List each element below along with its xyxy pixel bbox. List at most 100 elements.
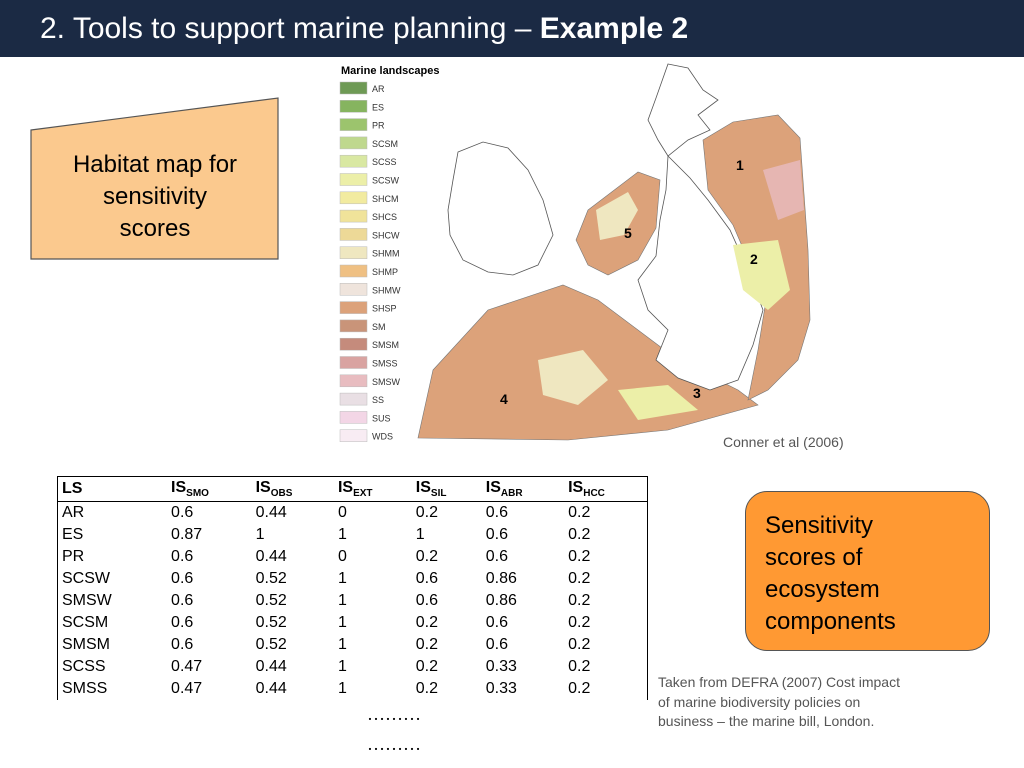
- legend-label: SM: [372, 322, 386, 332]
- table-cell: SCSW: [57, 568, 168, 590]
- legend-label: SMSW: [372, 377, 401, 387]
- table-cell: 1: [337, 614, 347, 631]
- header-is-abr: ISABR: [481, 476, 565, 502]
- table-cell: 0.52: [255, 636, 287, 653]
- legend-label: PR: [372, 121, 385, 131]
- legend-swatch: [339, 429, 368, 442]
- irish-sea-mixed-sediment: [596, 192, 638, 240]
- legend-label: SMSM: [372, 340, 399, 350]
- legend-swatch: [339, 100, 368, 113]
- table-cell: 0.2: [415, 614, 439, 631]
- legend-swatch: [339, 228, 368, 241]
- marine-landscape-map: Marine landscapes AR ES PR SCSM SCSS SCSW SHCM…: [338, 60, 840, 448]
- table-cell: 0.2: [564, 524, 649, 546]
- legend-swatch: [339, 264, 368, 278]
- legend-label: SHMP: [372, 267, 398, 277]
- north-sea-sand: [733, 240, 790, 310]
- legend-label: ES: [372, 102, 384, 112]
- legend-swatch: [339, 136, 368, 150]
- table-cell: ES: [57, 524, 168, 546]
- header-is-smo: ISSMO: [167, 476, 252, 502]
- legend-swatch: [339, 246, 368, 259]
- table-cell: 0.2: [564, 590, 649, 612]
- table-row: ES 0.87 1 1 1 0.6 0.2: [57, 524, 649, 546]
- table-cell: 0: [337, 548, 347, 565]
- table-cell: 0.6: [415, 592, 439, 609]
- table-cell: 1: [337, 636, 347, 653]
- ireland-outline: [447, 141, 554, 276]
- slide-title-bold: Example 2: [539, 12, 689, 45]
- table-cell: 1: [337, 592, 347, 609]
- table-cell: 0: [337, 504, 347, 521]
- table-cell: 1: [415, 526, 425, 543]
- table-cell: 0.52: [255, 614, 287, 631]
- great-britain-outline: [637, 155, 764, 391]
- table-header-row: LS ISSMO ISOBS ISEXT ISSIL ISABR ISHCC: [57, 476, 649, 502]
- table-cell: 0.6: [171, 504, 194, 521]
- table-cell: 0.6: [485, 614, 509, 631]
- table-cell: 0.44: [255, 548, 287, 565]
- slide-title: 2. Tools to support marine planning – Ex…: [0, 0, 1024, 57]
- header-is-obs: ISOBS: [251, 476, 334, 502]
- table-cell: 0.6: [485, 504, 509, 521]
- table-cell: 0.33: [485, 680, 517, 697]
- header-main: IS: [171, 478, 187, 496]
- legend-swatch: [339, 301, 368, 314]
- table-row: SMSM 0.6 0.52 1 0.2 0.6 0.2: [57, 634, 649, 656]
- legend-label: SHCW: [372, 230, 400, 240]
- legend-swatch: [339, 154, 368, 168]
- table-cell: 0.6: [171, 570, 194, 587]
- legend-swatch: [339, 374, 368, 388]
- table-cell: AR: [57, 501, 168, 524]
- table-cell: 0.33: [485, 658, 517, 675]
- legend-title: Marine landscapes: [341, 65, 439, 77]
- table-cell: 0.87: [171, 526, 203, 543]
- table-cell: 1: [337, 658, 347, 675]
- callout-right-line-1: Sensitivity: [765, 512, 874, 539]
- map-graphic: Marine landscapes AR ES PR SCSM SCSS SCSW SHCM…: [339, 63, 811, 442]
- table-cell: 0.6: [171, 636, 194, 653]
- table-row: SCSW 0.6 0.52 1 0.6 0.86 0.2: [57, 568, 649, 590]
- table-cell: 1: [337, 570, 347, 587]
- table-cell: 0.44: [255, 504, 287, 521]
- legend-swatch: [339, 173, 368, 186]
- north-sea-mud: [763, 160, 804, 220]
- callout-right-line-4: components: [765, 608, 896, 635]
- legend-swatch: [339, 356, 368, 369]
- legend-label: SHMW: [372, 285, 401, 295]
- callout-line-2: sensitivity: [102, 183, 208, 210]
- table-row: SCSS 0.47 0.44 1 0.2 0.33 0.2: [57, 656, 649, 678]
- table-cell: 0.2: [564, 678, 649, 700]
- header-sub: HCC: [583, 488, 605, 500]
- callout-right-line-2: scores of: [765, 544, 863, 571]
- table-row: AR 0.6 0.44 0 0.2 0.6 0.2: [57, 501, 649, 524]
- table-cell: 1: [337, 526, 347, 543]
- header-sub: ABR: [500, 488, 523, 500]
- table-cell: SCSM: [57, 612, 168, 634]
- header-main: IS: [255, 478, 271, 496]
- table-cell: 0.44: [255, 680, 287, 697]
- callout-right-line-3: ecosystem: [765, 576, 880, 603]
- map-credit: Conner et al (2006): [723, 434, 844, 450]
- habitat-map-callout-text: Habitat map for sensitivity scores: [40, 149, 270, 245]
- table-row: SMSS 0.47 0.44 1 0.2 0.33 0.2: [57, 678, 649, 700]
- legend-swatch: [339, 337, 368, 351]
- table-cell: 0.44: [255, 658, 287, 675]
- table-cell: 0.2: [564, 612, 649, 634]
- legend-label: SMSS: [372, 359, 398, 369]
- table-cell: 0.2: [564, 568, 649, 590]
- legend-label: WDS: [372, 432, 393, 442]
- legend-label: SCSS: [372, 157, 397, 167]
- legend-label: AR: [372, 84, 385, 94]
- legend-label: SHCS: [372, 212, 397, 222]
- legend-label: SHSP: [372, 304, 397, 314]
- table-cell: 1: [255, 526, 265, 543]
- header-sub: SIL: [430, 488, 447, 500]
- legend-label: SHMM: [372, 249, 400, 259]
- table-cell: SCSS: [57, 656, 168, 678]
- region-number-1: 1: [736, 157, 744, 173]
- header-ls: LS: [57, 476, 168, 502]
- table-cell: 0.86: [485, 570, 517, 587]
- sensitivity-table-grid: LS ISSMO ISOBS ISEXT ISSIL ISABR ISHCC A…: [57, 476, 649, 700]
- table-row: SMSW 0.6 0.52 1 0.6 0.86 0.2: [57, 590, 649, 612]
